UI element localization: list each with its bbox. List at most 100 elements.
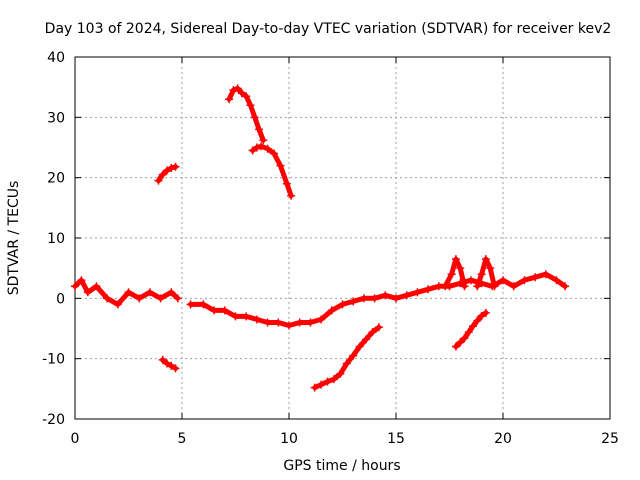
data-point (71, 282, 79, 291)
data-point (92, 282, 101, 291)
data-point (499, 276, 507, 285)
data-point (327, 306, 336, 315)
data-point (210, 306, 219, 315)
data-point (250, 113, 259, 122)
data-point (135, 294, 144, 303)
data-point (173, 294, 182, 303)
x-tick-label: 15 (387, 431, 405, 447)
data-point (552, 276, 561, 285)
data-point (171, 162, 180, 171)
data-point (329, 375, 338, 384)
data-point (374, 323, 383, 332)
data-point (424, 285, 433, 294)
data-point (317, 315, 326, 324)
data-point (246, 101, 255, 110)
series-spike-19.2 (473, 255, 499, 291)
data-point (252, 315, 261, 324)
x-tick-label: 5 (178, 431, 187, 447)
y-tick-label: 40 (47, 50, 65, 66)
data-point (561, 282, 570, 291)
y-tick-label: 20 (47, 171, 65, 187)
data-point (255, 125, 264, 134)
data-point (460, 334, 469, 343)
series-segment-7h (225, 84, 268, 145)
axis-ticks: 0 5 10 15 20 25 -20 -10 0 10 20 30 40 (42, 50, 619, 447)
data-point (237, 89, 246, 98)
data-point (163, 359, 172, 368)
data-point (460, 282, 469, 291)
data-point (156, 294, 165, 303)
y-tick-label: -10 (42, 352, 65, 368)
data-point (473, 282, 482, 291)
data-point (402, 291, 411, 300)
data-point (274, 318, 283, 327)
data-point (229, 86, 238, 95)
data-point (413, 288, 422, 297)
series-trace (160, 357, 179, 371)
x-tick-label: 20 (494, 431, 512, 447)
data-point (199, 300, 208, 309)
data-point (355, 342, 364, 351)
data-point (113, 300, 122, 309)
x-axis-label: GPS time / hours (283, 458, 400, 474)
x-tick-label: 10 (280, 431, 298, 447)
data-point (392, 294, 400, 303)
data-points (71, 84, 570, 392)
data-point (342, 359, 351, 368)
data-point (295, 318, 304, 327)
data-point (242, 92, 251, 101)
data-point (531, 273, 540, 282)
data-point (359, 294, 368, 303)
series-spike-17.8 (441, 255, 469, 291)
series-segment-4h-high (154, 162, 180, 185)
data-point (231, 312, 240, 321)
data-point (469, 322, 478, 331)
data-point (167, 361, 176, 370)
data-point (282, 179, 291, 188)
data-point (270, 149, 279, 158)
data-point (370, 294, 379, 303)
data-point (248, 146, 257, 155)
data-point (349, 297, 358, 306)
data-point (336, 369, 345, 378)
data-point (276, 161, 285, 170)
series-main-trace-1 (71, 276, 182, 309)
data-point (287, 191, 296, 200)
chart-title: Day 103 of 2024, Sidereal Day-to-day VTE… (45, 21, 612, 37)
series-trace (72, 277, 181, 307)
data-point (242, 312, 251, 321)
data-point (103, 294, 112, 303)
data-point (381, 291, 390, 300)
data-point (473, 316, 482, 325)
data-point (285, 321, 293, 330)
data-point (456, 338, 465, 347)
data-point (263, 318, 272, 327)
x-tick-label: 25 (601, 431, 619, 447)
data-point (257, 142, 266, 151)
series-segment-11h (310, 323, 383, 392)
y-tick-label: 30 (47, 110, 65, 126)
data-point (441, 282, 450, 291)
data-point (233, 84, 242, 93)
series-segment-18h (451, 308, 490, 351)
data-point (167, 164, 176, 173)
y-tick-label: 0 (56, 291, 65, 307)
data-point (486, 264, 495, 273)
data-point (481, 308, 490, 317)
series-segment-4h-low (158, 355, 180, 373)
data-point (481, 255, 490, 264)
data-point (77, 276, 86, 285)
data-point (520, 276, 529, 285)
data-point (163, 166, 172, 175)
data-point (154, 176, 163, 185)
data-point (368, 328, 377, 337)
series-trace (312, 324, 382, 391)
data-point (451, 342, 460, 351)
data-point (323, 377, 332, 386)
data-point (541, 270, 550, 279)
data-point (225, 95, 234, 104)
data-point (349, 351, 358, 360)
data-point (456, 264, 465, 273)
data-point (310, 383, 319, 392)
